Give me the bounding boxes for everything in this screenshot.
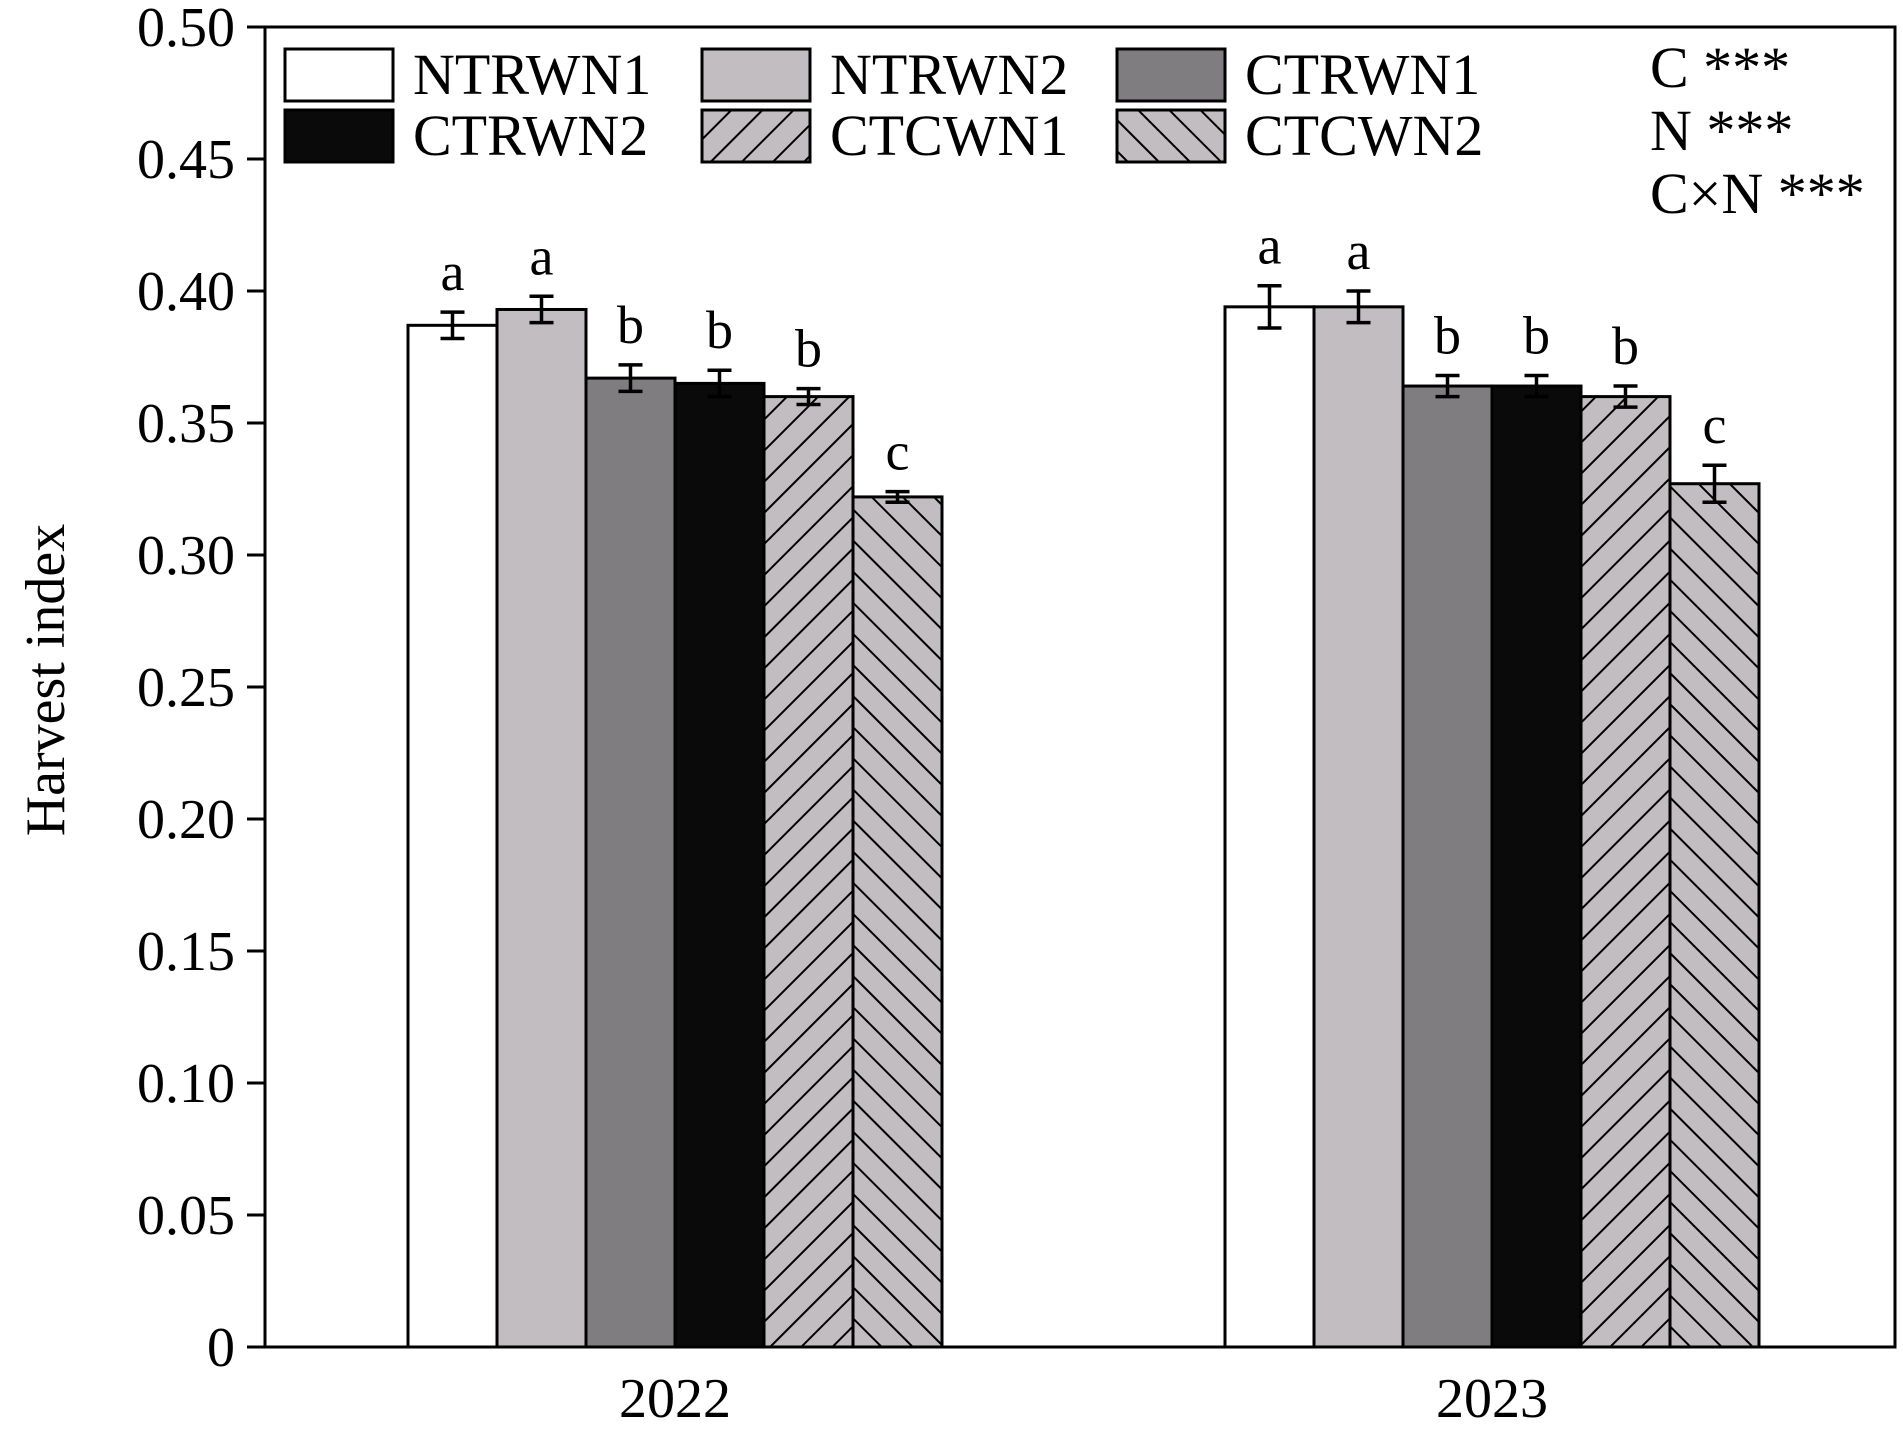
bar-ctrwn2-2022 — [673, 381, 766, 1349]
x-tick-label-2023: 2023 — [1436, 1368, 1548, 1430]
y-tick-label: 0.20 — [137, 789, 235, 851]
stat-annotation-cxn: C×N *** — [1650, 161, 1865, 226]
error-bar-ctcwn2-2023 — [1702, 463, 1727, 504]
y-tick-label: 0.45 — [137, 129, 235, 191]
sig-letter-ctcwn2-2022: c — [886, 422, 910, 482]
y-tick-label: 0.10 — [137, 1053, 235, 1115]
error-bar-ctrwn1-2023 — [1435, 373, 1460, 399]
sig-letter-ctrwn2-2022: b — [706, 300, 733, 360]
y-tick-label: 0.40 — [137, 261, 235, 323]
sig-letter-ctcwn1-2022: b — [795, 319, 822, 379]
legend: NTRWN1 NTRWN2 CTRWN1 CTRWN2 CTCWN1 CTCWN2 — [283, 42, 1483, 168]
error-bar-ctrwn2-2023 — [1524, 373, 1549, 399]
bar-ctrwn1-2023 — [1401, 384, 1494, 1349]
sig-letter-ntrwn2-2022: a — [530, 226, 554, 286]
legend-swatch-ctrwn2 — [283, 108, 395, 164]
bar-ntrwn1-2022 — [406, 323, 499, 1349]
error-bar-ntrwn1-2022 — [440, 310, 465, 341]
sig-letter-ntrwn1-2022: a — [441, 242, 465, 302]
bar-ctrwn2-2023 — [1490, 384, 1583, 1349]
y-tick-label: 0.30 — [137, 525, 235, 587]
stat-annotation-n: N *** — [1650, 98, 1793, 163]
error-bar-ntrwn2-2023 — [1346, 289, 1371, 325]
sig-letter-ctrwn1-2022: b — [617, 295, 644, 355]
bar-ntrwn1-2023 — [1223, 305, 1316, 1349]
bar-ctrwn1-2022 — [584, 376, 677, 1349]
y-tick-label: 0.25 — [137, 657, 235, 719]
legend-label-ctcwn2: CTCWN2 — [1245, 103, 1483, 168]
axes-layer: 2022 2023 0 0.05 0.10 0.15 0.20 0.25 0.30 0.35 0.4… — [137, 0, 1897, 1430]
legend-label-ctrwn1: CTRWN1 — [1245, 42, 1480, 107]
error-bar-ctcwn2-2022 — [885, 489, 910, 504]
sig-letter-ctcwn1-2023: b — [1612, 316, 1639, 376]
x-tick-label-2022: 2022 — [619, 1368, 731, 1430]
error-bar-ntrwn1-2023 — [1257, 283, 1282, 330]
stat-annotation-c: C *** — [1650, 35, 1790, 100]
bar-ctcwn1-2022 — [762, 395, 855, 1349]
y-axis-title: Harvest index — [15, 524, 77, 837]
bars-layer: a a b b b c a a b b b c — [406, 216, 1761, 1349]
legend-label-ctcwn1: CTCWN1 — [830, 103, 1068, 168]
y-tick-label: 0 — [207, 1317, 235, 1379]
sig-letter-ctrwn1-2023: b — [1434, 305, 1461, 365]
error-bar-ctrwn1-2022 — [618, 363, 643, 394]
legend-label-ntrwn1: NTRWN1 — [413, 42, 651, 107]
error-bar-ctrwn2-2022 — [707, 368, 732, 399]
bar-ntrwn2-2023 — [1312, 305, 1405, 1349]
legend-label-ctrwn2: CTRWN2 — [413, 103, 648, 168]
y-tick-label: 0.50 — [137, 0, 235, 59]
error-bar-ntrwn2-2022 — [529, 294, 554, 325]
bar-ntrwn2-2022 — [495, 307, 588, 1349]
bar-ctcwn2-2022 — [851, 495, 944, 1349]
error-bar-ctcwn1-2023 — [1613, 384, 1638, 409]
sig-letter-ntrwn1-2023: a — [1258, 216, 1282, 276]
bar-ctcwn1-2023 — [1579, 395, 1672, 1349]
legend-swatch-ctcwn1 — [700, 108, 812, 164]
y-tick-label: 0.05 — [137, 1185, 235, 1247]
legend-label-ntrwn2: NTRWN2 — [830, 42, 1068, 107]
legend-swatch-ctrwn1 — [1115, 47, 1227, 103]
y-tick-label: 0.15 — [137, 921, 235, 983]
sig-letter-ntrwn2-2023: a — [1347, 221, 1371, 281]
legend-swatch-ntrwn1 — [283, 47, 395, 103]
sig-letter-ctrwn2-2023: b — [1523, 305, 1550, 365]
bar-ctcwn2-2023 — [1668, 482, 1761, 1349]
sig-letter-ctcwn2-2023: c — [1703, 395, 1727, 455]
error-bar-ctcwn1-2022 — [796, 386, 821, 407]
y-tick-label: 0.35 — [137, 393, 235, 455]
legend-swatch-ctcwn2 — [1115, 108, 1227, 164]
legend-swatch-ntrwn2 — [700, 47, 812, 103]
